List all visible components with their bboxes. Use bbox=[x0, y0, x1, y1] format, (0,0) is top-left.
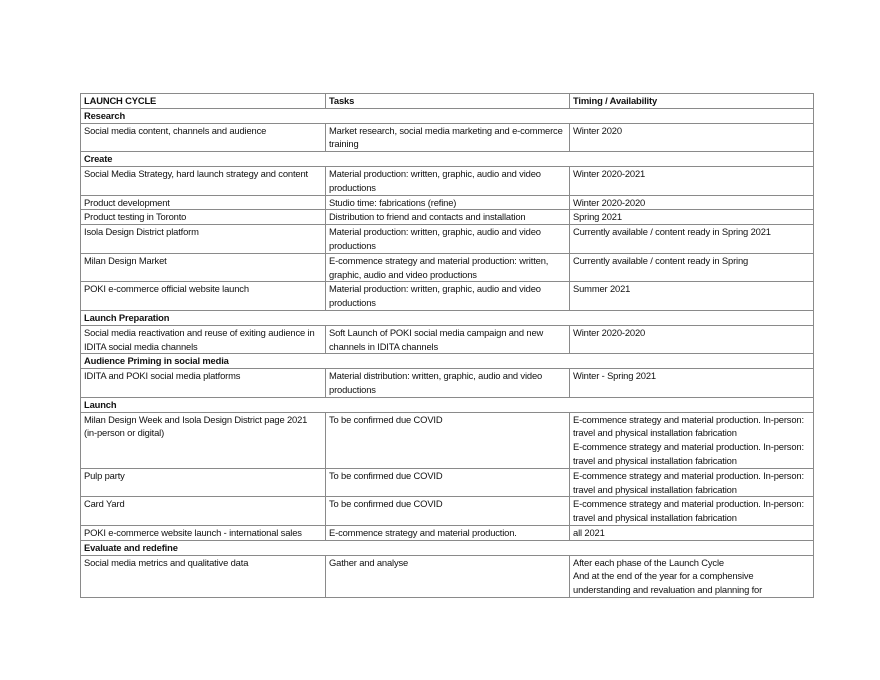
tasks-cell: Market research, social media marketing … bbox=[325, 122, 570, 153]
cycle-cell: Social Media Strategy, hard launch strat… bbox=[80, 165, 326, 196]
timing-cell: Winter 2020-2020 bbox=[569, 194, 814, 211]
tasks-cell: E-commence strategy and material product… bbox=[325, 524, 570, 541]
table-row: Social media metrics and qualitative dat… bbox=[80, 554, 814, 598]
table-header-row: LAUNCH CYCLE Tasks Timing / Availability bbox=[80, 93, 814, 109]
cycle-cell: Product testing in Toronto bbox=[80, 209, 326, 226]
table-row: Social media content, channels and audie… bbox=[80, 122, 814, 153]
tasks-cell: Soft Launch of POKI social media campaig… bbox=[325, 324, 570, 355]
tasks-cell: Gather and analyse bbox=[325, 554, 570, 598]
section-row: Launch Preparation bbox=[80, 309, 814, 326]
table-body: LAUNCH CYCLE Tasks Timing / Availability… bbox=[80, 93, 814, 598]
timing-cell: Winter 2020-2021 bbox=[569, 165, 814, 196]
table-row: IDITA and POKI social media platforms Mat… bbox=[80, 368, 814, 398]
timing-cell: E-commence strategy and material product… bbox=[569, 496, 814, 526]
table-row: Milan Design Week and Isola Design Distr… bbox=[80, 411, 814, 469]
section-title: Research bbox=[80, 107, 814, 124]
cycle-cell: Product development bbox=[80, 194, 326, 211]
header-timing: Timing / Availability bbox=[569, 93, 814, 109]
timing-cell: Spring 2021 bbox=[569, 209, 814, 226]
table-row: Product testing in Toronto Distribution t… bbox=[80, 209, 814, 226]
timing-cell: Winter 2020-2020 bbox=[569, 324, 814, 355]
table-row: POKI e-commerce website launch - interna… bbox=[80, 524, 814, 541]
tasks-cell: Material production: written, graphic, a… bbox=[325, 281, 570, 311]
launch-cycle-table: LAUNCH CYCLE Tasks Timing / Availability… bbox=[80, 93, 814, 598]
table-row: Product development Studio time: fabricat… bbox=[80, 194, 814, 211]
timing-cell: Currently available / content ready in S… bbox=[569, 224, 814, 254]
tasks-cell: E-commence strategy and material product… bbox=[325, 252, 570, 283]
tasks-cell: To be confirmed due COVID bbox=[325, 411, 570, 469]
tasks-cell: Material distribution: written, graphic,… bbox=[325, 368, 570, 398]
cycle-cell: POKI e-commerce official website launch bbox=[80, 281, 326, 311]
cycle-cell: Social media metrics and qualitative dat… bbox=[80, 554, 326, 598]
header-tasks: Tasks bbox=[325, 93, 570, 109]
timing-cell: Currently available / content ready in S… bbox=[569, 252, 814, 283]
cell-paragraph: After each phase of the Launch Cycle bbox=[573, 556, 724, 568]
tasks-cell: Material production: written, graphic, a… bbox=[325, 224, 570, 254]
timing-cell: E-commence strategy and material product… bbox=[569, 411, 814, 469]
timing-cell: Winter - Spring 2021 bbox=[569, 368, 814, 398]
section-title: Audience Priming in social media bbox=[80, 353, 814, 370]
timing-cell: E-commence strategy and material product… bbox=[569, 467, 814, 498]
timing-cell: Summer 2021 bbox=[569, 281, 814, 311]
cell-paragraph: E-commence strategy and material product… bbox=[573, 441, 804, 466]
table-row: Pulp party To be confirmed due COVID E-com… bbox=[80, 467, 814, 498]
section-row: Audience Priming in social media bbox=[80, 353, 814, 370]
cell-paragraph: E-commence strategy and material product… bbox=[573, 413, 804, 439]
table-row: Card Yard To be confirmed due COVID E-comm… bbox=[80, 496, 814, 526]
section-row: Research bbox=[80, 107, 814, 124]
tasks-cell: Studio time: fabrications (refine) bbox=[325, 194, 570, 211]
section-title: Evaluate and redefine bbox=[80, 539, 814, 556]
section-row: Evaluate and redefine bbox=[80, 539, 814, 556]
timing-cell: all 2021 bbox=[569, 524, 814, 541]
header-launch-cycle: LAUNCH CYCLE bbox=[80, 93, 326, 109]
table-row: Milan Design Market E-commence strategy a… bbox=[80, 252, 814, 283]
section-row: Launch bbox=[80, 396, 814, 413]
cycle-cell: Isola Design District platform bbox=[80, 224, 326, 254]
timing-cell: Winter 2020 bbox=[569, 122, 814, 153]
cycle-cell: Social media reactivation and reuse of e… bbox=[80, 324, 326, 355]
section-row: Create bbox=[80, 151, 814, 167]
tasks-cell: Material production: written, graphic, a… bbox=[325, 165, 570, 196]
timing-cell: After each phase of the Launch Cycle And … bbox=[569, 554, 814, 598]
tasks-cell: To be confirmed due COVID bbox=[325, 496, 570, 526]
cycle-cell: Milan Design Week and Isola Design Distr… bbox=[80, 411, 326, 469]
section-title: Launch Preparation bbox=[80, 309, 814, 326]
section-title: Launch bbox=[80, 396, 814, 413]
table-row: POKI e-commerce official website launch M… bbox=[80, 281, 814, 311]
cycle-cell: Card Yard bbox=[80, 496, 326, 526]
section-title: Create bbox=[80, 151, 814, 167]
tasks-cell: Distribution to friend and contacts and … bbox=[325, 209, 570, 226]
cycle-cell: IDITA and POKI social media platforms bbox=[80, 368, 326, 398]
cell-paragraph: And at the end of the year for a comphen… bbox=[573, 570, 763, 596]
table-row: Social Media Strategy, hard launch strat… bbox=[80, 165, 814, 196]
cycle-cell: Milan Design Market bbox=[80, 252, 326, 283]
table-row: Isola Design District platform Material p… bbox=[80, 224, 814, 254]
cycle-cell: POKI e-commerce website launch - interna… bbox=[80, 524, 326, 541]
tasks-cell: To be confirmed due COVID bbox=[325, 467, 570, 498]
cycle-cell: Social media content, channels and audie… bbox=[80, 122, 326, 153]
cycle-cell: Pulp party bbox=[80, 467, 326, 498]
table-row: Social media reactivation and reuse of e… bbox=[80, 324, 814, 355]
